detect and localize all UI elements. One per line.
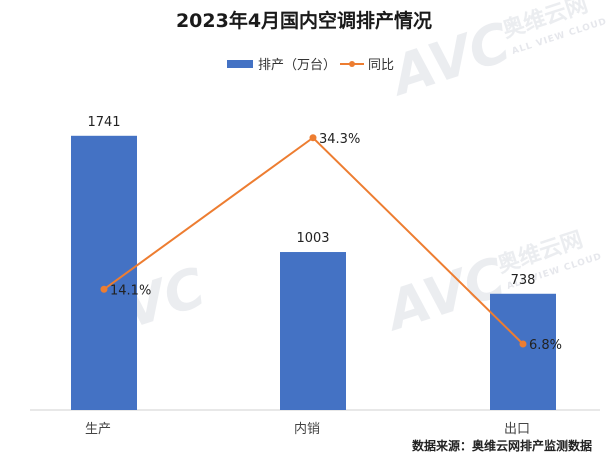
legend-swatch-bar (227, 60, 253, 68)
line-point-1 (309, 134, 317, 142)
bar-value-label-2: 738 (511, 273, 536, 288)
category-label-0: 生产 (85, 422, 111, 437)
category-label-2: 出口 (504, 422, 530, 437)
category-label-1: 内销 (294, 421, 320, 437)
source-note: 数据来源：奥维云网排产监测数据 (412, 438, 592, 453)
bar-value-label-0: 1741 (87, 115, 120, 130)
line-value-label-1: 34.3% (319, 132, 360, 147)
line-value-label-2: 6.8% (529, 338, 562, 353)
line-value-label-0: 14.1% (110, 283, 151, 298)
legend: 排产（万台） 同比 (227, 58, 394, 73)
legend-label-bar: 排产（万台） (258, 58, 336, 73)
chart-title: 2023年4月国内空调排产情况 (176, 9, 432, 32)
legend-swatch-marker (349, 61, 355, 67)
bar-2 (490, 293, 556, 410)
line-point-2 (519, 340, 527, 348)
plot-area: 1741 1003 738 生产 内销 出口 14.1% 34.3% 6.8% (30, 115, 600, 437)
bar-1 (280, 252, 346, 410)
line-point-0 (100, 285, 108, 293)
legend-label-line: 同比 (368, 58, 394, 73)
bar-value-label-1: 1003 (296, 231, 329, 246)
